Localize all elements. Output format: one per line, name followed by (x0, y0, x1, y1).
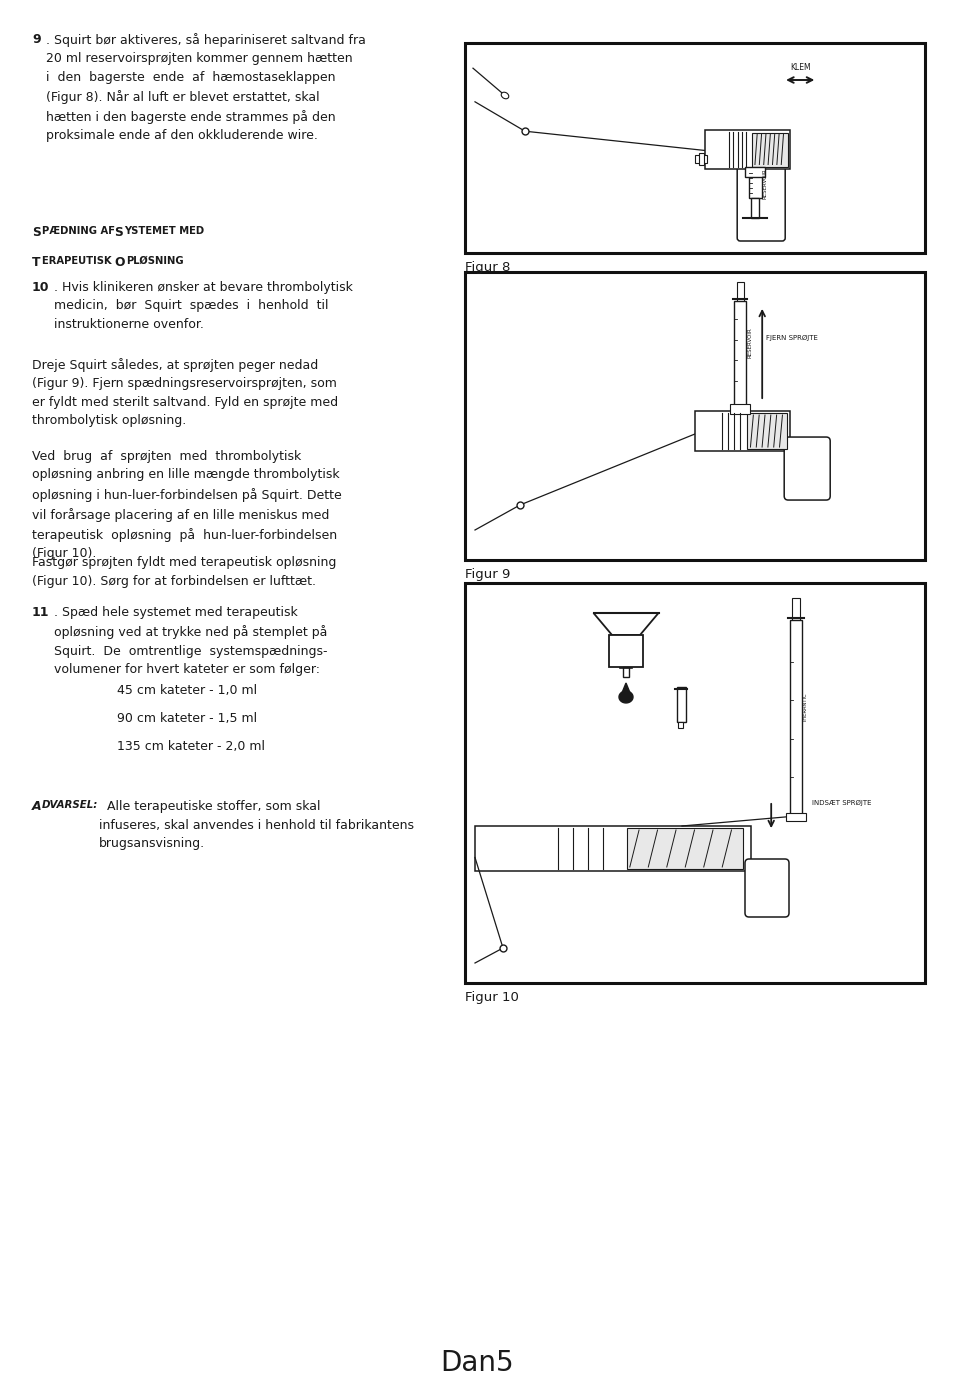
Text: T: T (32, 255, 40, 269)
Text: O: O (113, 255, 125, 269)
Text: . Squirt bør aktiveres, så hepariniseret saltvand fra
20 ml reservoirsprøjten ko: . Squirt bør aktiveres, så hepariniseret… (46, 33, 366, 143)
Text: Alle terapeutiske stoffer, som skal
infuseres, skal anvendes i henhold til fabri: Alle terapeutiske stoffer, som skal infu… (98, 799, 414, 849)
FancyBboxPatch shape (737, 160, 784, 242)
Text: 11: 11 (32, 607, 50, 619)
Bar (744, 167, 764, 176)
Text: ERAPEUTISK: ERAPEUTISK (42, 255, 115, 266)
Bar (695, 154, 706, 162)
Bar (622, 668, 628, 677)
Text: 90 cm kateter - 1,5 ml: 90 cm kateter - 1,5 ml (117, 712, 257, 725)
Text: 135 cm kateter - 2,0 ml: 135 cm kateter - 2,0 ml (117, 740, 265, 754)
Text: Figur 10: Figur 10 (464, 991, 518, 1004)
Bar (748, 168, 760, 198)
Bar (464, 272, 924, 559)
Bar (464, 43, 924, 253)
Polygon shape (593, 613, 658, 634)
Bar (608, 634, 642, 668)
FancyBboxPatch shape (783, 437, 829, 500)
Bar (729, 404, 749, 414)
Text: 9: 9 (32, 33, 41, 46)
Bar (746, 414, 786, 450)
Text: RESERVOIR: RESERVOIR (746, 328, 751, 358)
Text: Dan5: Dan5 (439, 1349, 514, 1377)
Text: Dreje Squirt således, at sprøjten peger nedad
(Figur 9). Fjern spædningsreservoi: Dreje Squirt således, at sprøjten peger … (32, 358, 337, 428)
Text: . Hvis klinikeren ønsker at bevare thrombolytisk
medicin,  bør  Squirt  spædes  : . Hvis klinikeren ønsker at bevare throm… (54, 280, 353, 330)
Ellipse shape (500, 92, 508, 99)
Bar (734, 301, 745, 407)
Bar (736, 282, 743, 303)
Text: INDSÆT SPRØJTE: INDSÆT SPRØJTE (811, 799, 871, 806)
Text: PÆDNING AF: PÆDNING AF (42, 226, 118, 236)
Bar (676, 687, 685, 722)
Bar (475, 826, 750, 872)
Bar (791, 598, 800, 620)
Text: Figur 8: Figur 8 (464, 261, 510, 273)
Text: FJERN SPRØJTE: FJERN SPRØJTE (765, 335, 818, 340)
Text: KLEM: KLEM (789, 62, 810, 72)
FancyBboxPatch shape (744, 859, 788, 917)
Text: Ved  brug  af  sprøjten  med  thrombolytisk
opløsning anbring en lille mængde th: Ved brug af sprøjten med thrombolytisk o… (32, 450, 341, 559)
Text: S: S (32, 226, 41, 239)
Bar (626, 829, 742, 869)
Bar (695, 411, 789, 451)
Bar (789, 620, 801, 816)
Text: YSTEMET MED: YSTEMET MED (124, 226, 204, 236)
Polygon shape (621, 683, 629, 693)
Text: . Spæd hele systemet med terapeutisk
opløsning ved at trykke ned på stemplet på
: . Spæd hele systemet med terapeutisk opl… (54, 607, 327, 676)
Bar (699, 153, 703, 165)
Polygon shape (618, 691, 633, 702)
Text: 45 cm kateter - 1,0 ml: 45 cm kateter - 1,0 ml (117, 684, 257, 697)
Bar (785, 813, 805, 820)
Bar (704, 130, 789, 168)
Bar (678, 722, 682, 727)
Text: RESERVOIR: RESERVOIR (761, 168, 767, 198)
Text: DVARSEL:: DVARSEL: (42, 799, 98, 811)
Text: 10: 10 (32, 280, 50, 294)
Bar (464, 583, 924, 983)
Bar (751, 132, 787, 167)
Text: Figur 9: Figur 9 (464, 568, 510, 582)
Text: THERANTIC: THERANTIC (802, 693, 807, 722)
Text: A: A (32, 799, 42, 813)
Text: Fastgør sprøjten fyldt med terapeutisk opløsning
(Figur 10). Sørg for at forbind: Fastgør sprøjten fyldt med terapeutisk o… (32, 557, 336, 587)
Text: S: S (113, 226, 123, 239)
Text: PLØSNING: PLØSNING (126, 255, 183, 266)
Bar (750, 198, 759, 218)
